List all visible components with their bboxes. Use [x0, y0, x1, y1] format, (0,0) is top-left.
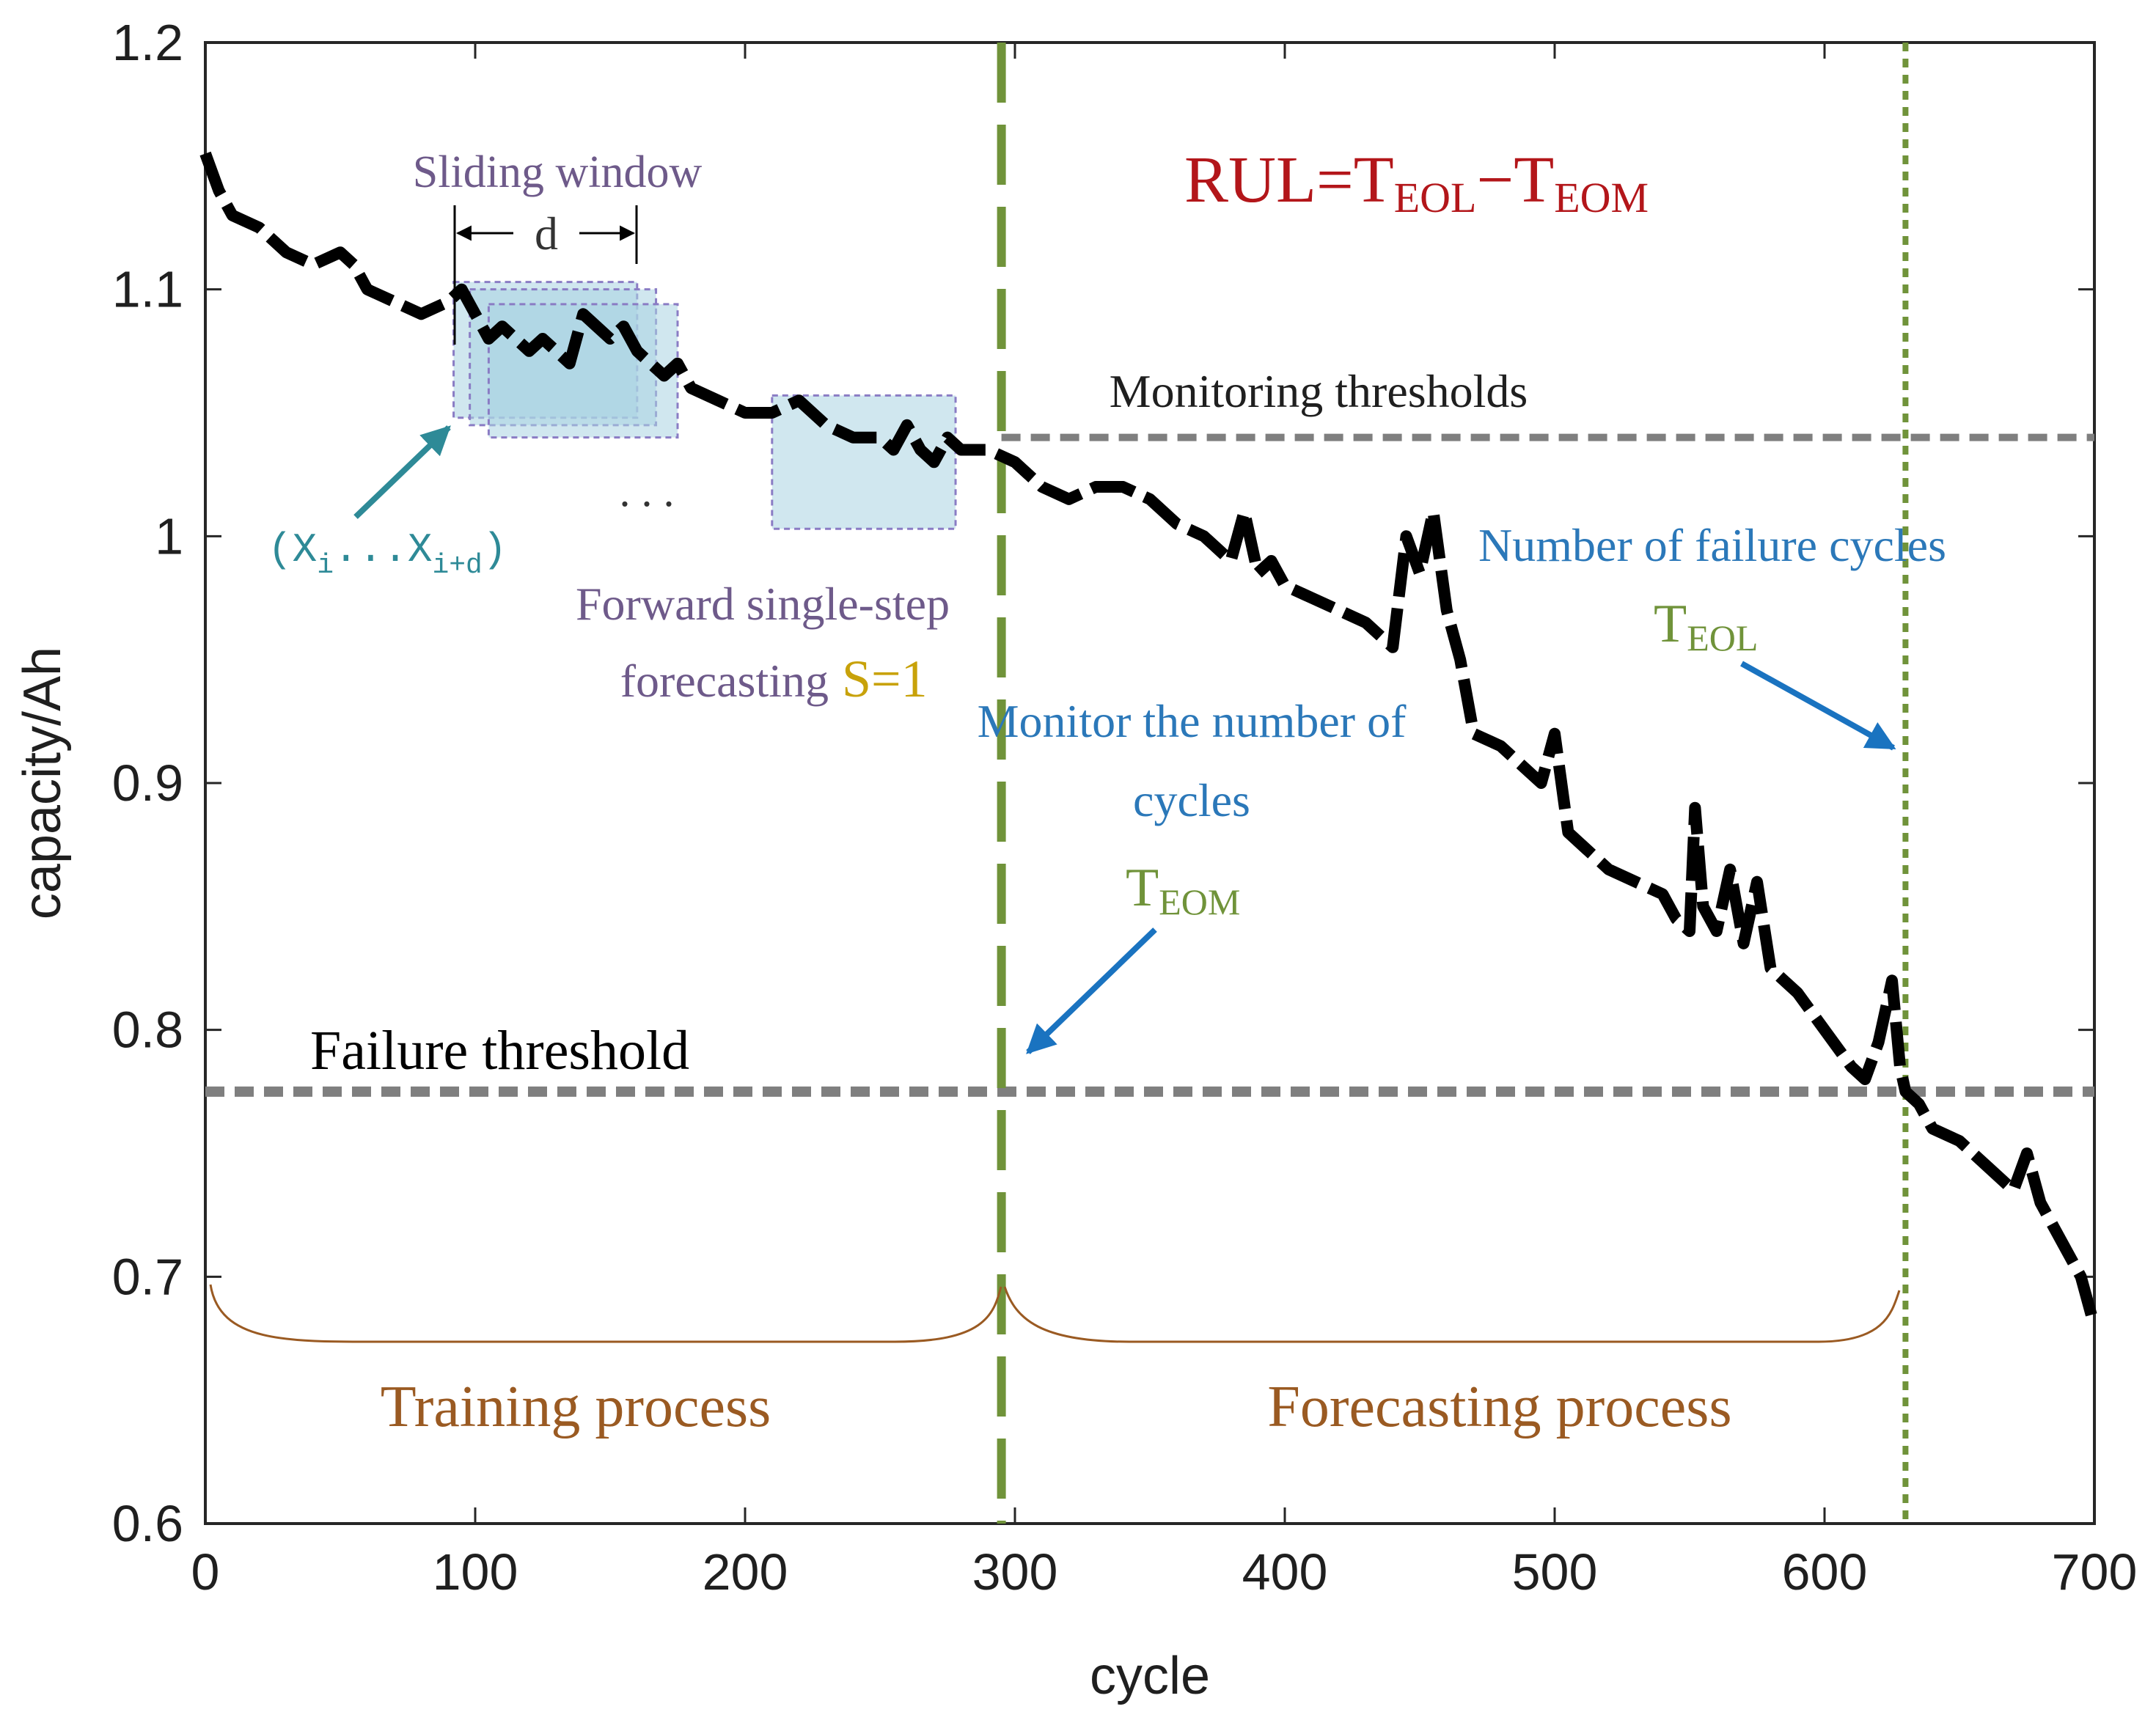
window-width-label: d	[535, 207, 558, 260]
capacity-curve	[199, 151, 2100, 1328]
forward-label-line2: forecasting	[620, 655, 829, 707]
forecasting-process-label: Forecasting process	[1267, 1375, 1731, 1439]
t-eol-main: T	[1654, 594, 1687, 654]
sliding-window-3	[487, 303, 679, 439]
seq-sub-id: i+d	[432, 550, 482, 581]
window-sequence-label: (Xi...Xi+d)	[268, 526, 507, 581]
rul-sub-eom: EOM	[1554, 174, 1649, 221]
training-brace	[209, 1284, 1002, 1343]
y-tick-label: 1	[155, 507, 183, 565]
forward-label-line1: Forward single-step	[576, 578, 950, 630]
x-tick-label: 500	[1512, 1543, 1598, 1601]
seq-dots: ...X	[334, 526, 432, 573]
t-eol-sub: EOL	[1687, 617, 1758, 658]
x-tick-label: 300	[972, 1543, 1058, 1601]
t-eom-main: T	[1126, 858, 1159, 918]
x-axis-title: cycle	[1090, 1647, 1210, 1705]
sliding-window-4	[771, 394, 957, 530]
ellipsis-label: . . .	[620, 467, 675, 515]
y-tick-label: 0.8	[112, 1002, 183, 1059]
y-tick-label: 0.7	[112, 1248, 183, 1305]
t-eom-sub: EOM	[1159, 881, 1240, 922]
x-tick-label: 200	[703, 1543, 788, 1601]
t-eol-label: TEOL	[1654, 594, 1758, 658]
rul-formula: RUL=TEOL−TEOM	[1184, 144, 1649, 221]
x-tick-label: 0	[191, 1543, 220, 1601]
y-tick-label: 1.1	[112, 261, 183, 318]
window-arrow	[353, 425, 451, 519]
rul-minus: −T	[1476, 144, 1554, 216]
monitor-cycles-line2: cycles	[1133, 774, 1250, 826]
monitor-cycles-line1: Monitor the number of	[978, 695, 1407, 747]
x-tick-label: 400	[1242, 1543, 1328, 1601]
failure-threshold-label: Failure threshold	[310, 1020, 689, 1081]
seq-sub-i: i	[317, 550, 334, 581]
y-axis-title: capacity/Ah	[13, 647, 72, 919]
y-tick-label: 1.2	[112, 14, 183, 71]
rul-sub-eol: EOL	[1394, 174, 1477, 221]
monitoring-threshold-label: Monitoring thresholds	[1110, 365, 1528, 417]
training-process-label: Training process	[381, 1375, 771, 1439]
step-label: S=1	[842, 650, 928, 708]
failure-cycles-label: Number of failure cycles	[1478, 519, 1946, 571]
reference-lines	[205, 43, 2094, 1524]
y-axis: 0.6 0.7 0.8 0.9 1 1.1 1.2	[112, 14, 2094, 1552]
x-tick-label: 600	[1782, 1543, 1868, 1601]
x-tick-label: 100	[433, 1543, 518, 1601]
t-eol-arrow	[1740, 661, 1896, 751]
y-tick-label: 0.9	[112, 754, 183, 812]
sliding-windows	[452, 281, 957, 530]
x-axis: 0 100 200 300 400 500 600 700	[191, 43, 2138, 1601]
forecasting-brace	[1003, 1286, 1901, 1343]
rul-prefix: RUL=T	[1184, 144, 1394, 216]
t-eom-label: TEOM	[1126, 858, 1240, 922]
x-tick-label: 700	[2052, 1543, 2138, 1601]
y-tick-label: 0.6	[112, 1495, 183, 1552]
sliding-window-label: Sliding window	[413, 147, 703, 197]
seq-open: (X	[268, 526, 317, 573]
seq-close: )	[483, 526, 507, 573]
t-eom-arrow	[1026, 927, 1157, 1054]
